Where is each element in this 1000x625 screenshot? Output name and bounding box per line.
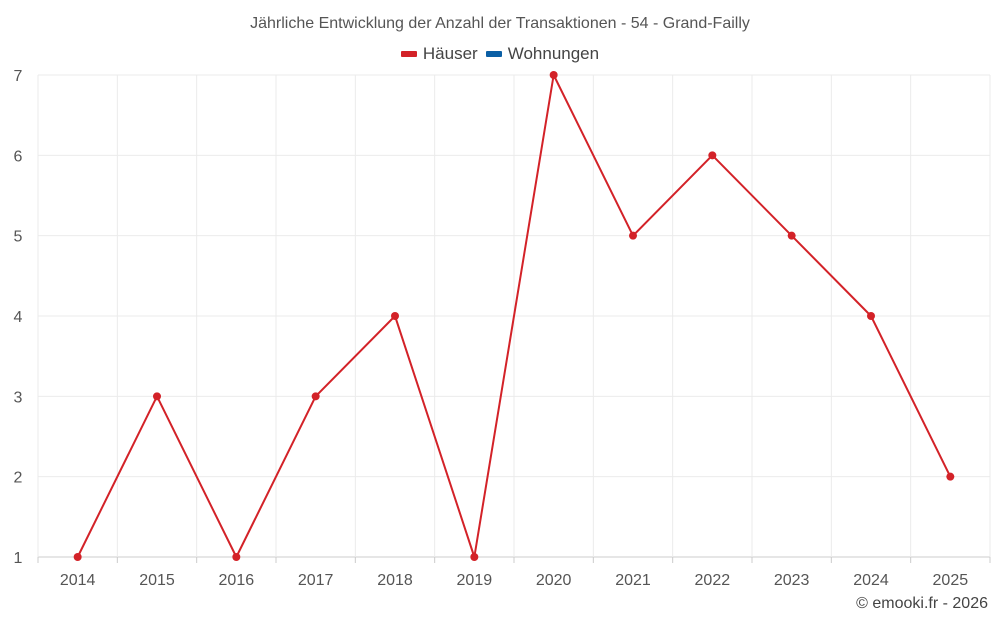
x-tick-label: 2017 [298, 572, 334, 589]
chart-title: Jährliche Entwicklung der Anzahl der Tra… [250, 15, 750, 32]
y-tick-label: 3 [14, 389, 23, 406]
y-tick-label: 6 [14, 148, 23, 165]
data-point [153, 392, 161, 401]
legend-label-haeuser: Häuser [422, 44, 478, 63]
x-tick-label: 2025 [933, 572, 969, 589]
x-tick-label: 2024 [853, 572, 889, 589]
legend-swatch-wohnungen [485, 51, 502, 57]
x-tick-label: 2016 [219, 572, 255, 589]
data-point [708, 151, 717, 160]
data-point [232, 553, 241, 561]
x-tick-label: 2023 [774, 572, 810, 589]
y-tick-label: 2 [14, 470, 23, 487]
legend-swatch-haeuser [400, 51, 417, 57]
legend-item-haeuser[interactable]: Häuser [400, 44, 478, 64]
data-point [629, 231, 637, 240]
data-point [946, 472, 955, 481]
legend: Häuser Wohnungen [0, 44, 1000, 64]
y-tick-label: 4 [14, 309, 23, 326]
data-point [391, 312, 399, 320]
x-tick-label: 2021 [615, 572, 651, 589]
x-tick-label: 2018 [377, 572, 413, 589]
series-line-0 [76, 74, 952, 558]
x-tick-label: 2014 [60, 572, 96, 589]
y-tick-label: 1 [14, 550, 23, 567]
x-tick-label: 2020 [536, 572, 572, 589]
y-tick-label: 7 [14, 68, 23, 85]
data-point [549, 71, 558, 79]
y-tick-label: 5 [14, 229, 23, 246]
data-point [787, 231, 796, 240]
x-tick-label: 2019 [457, 572, 493, 589]
data-point [73, 553, 82, 561]
data-point [867, 312, 875, 320]
x-tick-label: 2022 [695, 572, 731, 589]
legend-item-wohnungen[interactable]: Wohnungen [485, 44, 600, 64]
legend-label-wohnungen: Wohnungen [507, 44, 600, 63]
data-point [311, 392, 320, 401]
credit-text: © emooki.fr - 2026 [856, 595, 988, 612]
x-tick-label: 2015 [139, 572, 175, 589]
data-point [470, 553, 479, 561]
